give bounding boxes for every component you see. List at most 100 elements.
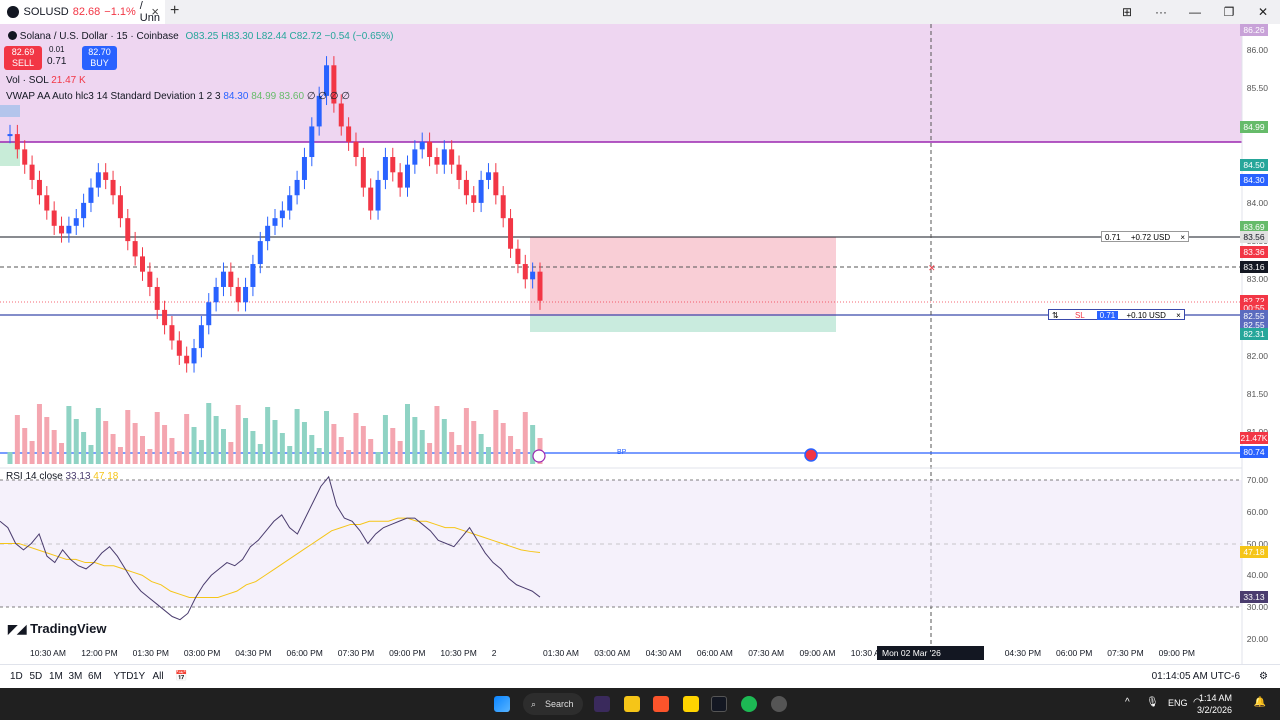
spotify-icon[interactable] [741, 696, 757, 712]
vwap-label: VWAP AA Auto hlc3 14 Standard Deviation … [6, 91, 221, 102]
candle [206, 302, 212, 326]
vwap-trail: ∅ ∅ ∅ ∅ [306, 91, 350, 102]
minimize-button[interactable]: — [1189, 5, 1201, 19]
volume-bar [44, 417, 50, 464]
after-effects-icon[interactable] [594, 696, 610, 712]
maximize-button[interactable]: ❐ [1223, 5, 1235, 19]
volume-bar [485, 447, 491, 464]
symbol-icon [8, 31, 17, 40]
tray-arrow-icon[interactable]: ^ [1125, 697, 1130, 708]
price-label: 83.36 [1240, 245, 1268, 258]
chrome-icon[interactable] [771, 696, 787, 712]
price-label: 83.16 [1240, 261, 1268, 274]
new-tab-icon[interactable]: + [170, 2, 180, 19]
volume-bar [508, 436, 514, 464]
start-icon[interactable] [494, 696, 510, 712]
server-time[interactable]: 01:14:05 AM UTC-6 [1151, 671, 1240, 682]
volume-bar [309, 435, 315, 464]
tradingview-logo[interactable]: ◤◢ TradingView [8, 621, 106, 636]
crosshair-x-icon: ✕ [928, 263, 936, 273]
rsi-tick: 30.00 [1246, 602, 1268, 612]
candle [412, 149, 418, 165]
notification-icon[interactable]: 🔔 [1253, 697, 1266, 708]
rsi-value-label: 33.13 [1240, 591, 1268, 604]
volume-bar [353, 413, 359, 464]
tp-qty: 0.71 [1105, 233, 1121, 242]
volume-legend: Vol · SOL 21.47 K [6, 75, 86, 86]
brave-icon[interactable] [653, 696, 669, 712]
range-1m[interactable]: 1M [49, 671, 63, 682]
file-explorer-icon[interactable] [624, 696, 640, 712]
tp-position-tag[interactable]: 0.71 +0.72 USD × [1101, 231, 1190, 242]
mic-icon[interactable]: 🎙 [1146, 697, 1159, 708]
tab-close-icon[interactable]: × [151, 4, 159, 19]
volume-bar [235, 405, 241, 464]
buy-button[interactable]: 82.70 BUY [82, 46, 117, 70]
buy-label: BUY [90, 58, 109, 68]
candle [103, 172, 109, 180]
sticky-notes-icon[interactable] [683, 696, 699, 712]
vol-value: 21.47 K [51, 75, 86, 86]
more-icon[interactable]: ··· [1155, 5, 1167, 19]
settings-icon[interactable]: ⚙ [1259, 671, 1268, 682]
candle [368, 187, 374, 211]
candle [360, 157, 366, 188]
rsi-tick: 50.00 [1246, 538, 1268, 549]
candle [375, 179, 381, 211]
rsi-line [0, 475, 541, 621]
candle [390, 157, 396, 173]
sell-button[interactable]: 82.69 SELL [4, 46, 42, 70]
volume-bar [213, 416, 219, 464]
bp-marker-icon[interactable] [804, 448, 818, 462]
volume-bar [257, 444, 263, 464]
range-ytd[interactable]: YTD [113, 671, 134, 682]
browser-tab[interactable]: SOLUSD 82.68 −1.1% / Unn × [0, 0, 165, 24]
time-tick: 09:00 PM [389, 648, 426, 658]
range-3m[interactable]: 3M [68, 671, 83, 682]
tp-close-icon[interactable]: × [1180, 233, 1186, 242]
lightning-icon[interactable] [532, 449, 546, 463]
bp-label: BP [617, 449, 627, 456]
volume-bar [338, 437, 344, 464]
volume-bar [493, 410, 499, 464]
candle [456, 164, 462, 180]
wifi-icon[interactable]: ◠ [1193, 697, 1202, 708]
take-profit-zone [530, 237, 836, 316]
volume-bar [397, 441, 403, 464]
language-indicator[interactable]: ENG [1168, 698, 1188, 708]
left-blue-zone [0, 105, 20, 117]
range-5d[interactable]: 5D [29, 671, 43, 682]
tradingview-favicon-icon [7, 6, 19, 18]
sl-position-tag[interactable]: ⇅ SL 0.71 +0.10 USD × [1048, 309, 1185, 320]
search-label: Search [545, 699, 574, 709]
volume-bar [360, 426, 366, 464]
taskbar-search[interactable]: ⌕ Search [523, 693, 583, 715]
range-1d[interactable]: 1D [10, 671, 23, 682]
range-1y[interactable]: 1Y [133, 671, 146, 682]
volume-bar [441, 419, 447, 464]
close-window-button[interactable]: ✕ [1257, 5, 1269, 19]
layout-icon[interactable]: ⊞ [1121, 5, 1133, 19]
candle [272, 218, 278, 226]
range-6m[interactable]: 6M [88, 671, 102, 682]
tradingview-app-icon[interactable] [711, 696, 727, 712]
sl-close-icon[interactable]: × [1176, 311, 1181, 320]
date-range-icon[interactable]: 📅 [175, 671, 188, 682]
sl-reverse-icon[interactable]: ⇅ [1052, 311, 1059, 320]
candle [220, 271, 226, 287]
rsi-value: 33.13 [65, 471, 91, 482]
rsi-ma-value: 47.18 [93, 471, 119, 482]
rsi-label: RSI 14 close [6, 471, 63, 482]
candle [257, 241, 263, 265]
time-tick: 07:30 PM [1107, 648, 1144, 658]
volume-bar [66, 406, 72, 464]
range-all[interactable]: All [152, 671, 164, 682]
price-label: 84.30 [1240, 173, 1268, 186]
candle [198, 325, 204, 349]
taskbar-clock[interactable]: 1:14 AM 3/2/2026 [1197, 692, 1232, 716]
price-chart[interactable]: ✕ [0, 24, 1280, 664]
candle [287, 195, 293, 211]
volume-bar [530, 425, 536, 464]
volume-bar [265, 407, 271, 464]
price-tick: 84.00 [1246, 197, 1268, 208]
